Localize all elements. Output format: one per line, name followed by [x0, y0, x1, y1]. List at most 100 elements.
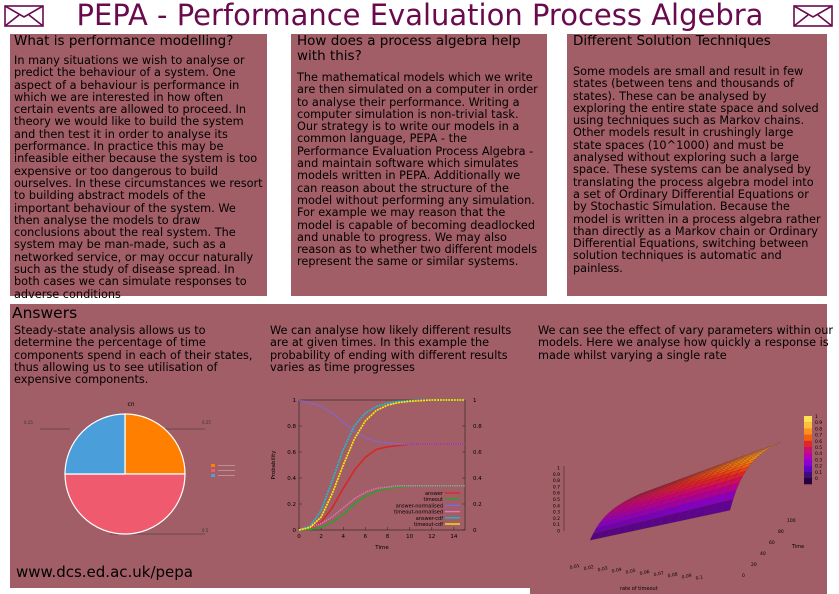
colorbar-tick-label: 0.9 [815, 420, 822, 426]
x-tick-label: 0.09 [681, 573, 692, 581]
pie-slice-label: 0.5 [202, 528, 209, 533]
y-tick-label: 1 [293, 398, 297, 404]
line-chart: 0 2 4 6 8 10 12 1400.20.40.60.8100.20.40.60.81 … [266, 392, 490, 562]
legend-label: timeout-cdf [414, 522, 443, 528]
legend-label: answer-cdf [416, 516, 443, 522]
z-tick-label: 1 [557, 466, 560, 472]
y-tick-label: 0 [742, 573, 745, 579]
surface-ylabel: Time [791, 544, 804, 550]
colorbar-band [804, 459, 812, 466]
colorbar-tick-label: 0 [815, 476, 818, 482]
line-chart-series [298, 399, 465, 531]
y-tick-label: 0.6 [287, 450, 296, 456]
answers-heading: Answers [12, 304, 78, 322]
pie-chart: cn 0.25 0.25 0.5 [10, 394, 250, 544]
x-tick-label: 0.07 [653, 570, 664, 578]
answers-text-steady-state: Steady-state analysis allows us to deter… [14, 324, 253, 387]
pie-legend [211, 464, 235, 477]
x-tick-label: 0 [297, 534, 301, 540]
colorbar-band [804, 428, 812, 435]
pie-slice [64, 473, 186, 535]
colorbar-band [804, 440, 812, 448]
colorbar-tick-label: 0.8 [815, 426, 822, 432]
surface-plot [589, 442, 781, 541]
envelope-icon [4, 5, 44, 27]
legend-label: timeout-normalised [394, 510, 443, 516]
y2-tick-label: 0.4 [473, 476, 482, 482]
surface-xlabel: rate of timeout [620, 586, 658, 592]
colorbar-band [804, 453, 812, 460]
y2-tick-label: 0.6 [473, 450, 482, 456]
section-heading: How does a process algebra help with thi… [297, 33, 521, 64]
pie-slice-label: 0.25 [202, 420, 211, 425]
pie-slice [124, 413, 186, 475]
line-chart-frame [298, 399, 466, 531]
x-tick-label: 0.06 [639, 569, 650, 577]
x-tick-label: 12 [428, 534, 435, 540]
colorbar-tick-label: 0.1 [815, 470, 822, 476]
pie-slice [64, 413, 126, 475]
pie-slices [64, 413, 186, 535]
z-tick-label: 0 [557, 529, 560, 535]
section-answers: Answers Steady-state analysis allows us … [10, 304, 833, 594]
y2-tick-label: 0.8 [473, 424, 482, 430]
z-tick-label: 0.5 [553, 497, 560, 503]
surface-axes: 00.10.20.30.40.50.60.70.80.910.01 0.02 0.0… [553, 466, 796, 582]
x-tick-label: 4 [342, 534, 346, 540]
y2-tick-label: 0.2 [473, 502, 482, 508]
x-tick-label: 0.1 [695, 574, 703, 581]
x-tick-label: 0.05 [625, 568, 636, 576]
z-tick-label: 0.7 [553, 484, 560, 490]
series-line [298, 399, 465, 446]
answers-text-probability: We can analyse how likely different resu… [270, 324, 512, 374]
x-tick-label: 0.03 [597, 565, 608, 573]
z-tick-label: 0.1 [553, 522, 560, 528]
colorbar-tick-label: 0.3 [815, 457, 822, 463]
z-tick-label: 0.6 [553, 491, 560, 497]
colorbar-tick-label: 0.4 [815, 451, 822, 457]
colorbar-band [804, 447, 812, 454]
section-body: Some models are small and result in few … [573, 65, 821, 275]
y-tick-label: 80 [778, 529, 784, 535]
z-tick-label: 0.9 [553, 472, 560, 478]
section-performance-modelling: What is performance modelling? In many s… [10, 33, 267, 300]
envelope-icon [793, 5, 833, 27]
y-tick-label: 0 [293, 528, 297, 534]
section-heading: What is performance modelling? [14, 33, 234, 49]
colorbar-tick-label: 1 [815, 414, 818, 420]
section-heading: Different Solution Techniques [573, 33, 771, 49]
legend-label: timeout [424, 497, 444, 503]
legend-swatch [211, 474, 215, 477]
y-tick-label: 40 [760, 551, 766, 557]
y-tick-label: 0.8 [287, 424, 296, 430]
x-tick-label: 8 [386, 534, 390, 540]
colorbar-tick-label: 0.6 [815, 439, 822, 445]
page-title: PEPA - Performance Evaluation Process Al… [76, 0, 764, 32]
colorbar-band [804, 434, 812, 441]
y2-tick-label: 1 [473, 398, 477, 404]
colorbar-band [804, 422, 812, 429]
colorbar-band [804, 471, 812, 479]
legend-swatch [211, 469, 215, 472]
pie-chart-title: cn [127, 401, 134, 408]
z-tick-label: 0.2 [553, 516, 560, 522]
title-bar: PEPA - Performance Evaluation Process Al… [0, 0, 839, 32]
y2-tick-label: 0 [473, 528, 477, 534]
y-tick-label: 100 [787, 518, 796, 524]
x-tick-label: 2 [319, 534, 323, 540]
section-solution-techniques: Different Solution Techniques Some model… [567, 34, 827, 296]
z-tick-label: 0.8 [553, 478, 560, 484]
series-line [298, 399, 465, 531]
x-tick-label: 0.08 [667, 571, 678, 579]
website-link[interactable]: www.dcs.ed.ac.uk/pepa [16, 563, 193, 581]
line-chart-xlabel: Time [374, 545, 389, 551]
surface-cell [721, 499, 734, 513]
section-body: The mathematical models which we write a… [297, 71, 538, 269]
section-process-algebra: How does a process algebra help with thi… [291, 34, 547, 296]
colorbar: 10.90.80.70.60.50.40.30.20.10 [804, 414, 822, 485]
colorbar-band [804, 416, 812, 423]
line-chart-ylabel: Probability [271, 450, 277, 480]
y-tick-label: 0.4 [287, 476, 296, 482]
y-tick-label: 60 [769, 540, 775, 546]
